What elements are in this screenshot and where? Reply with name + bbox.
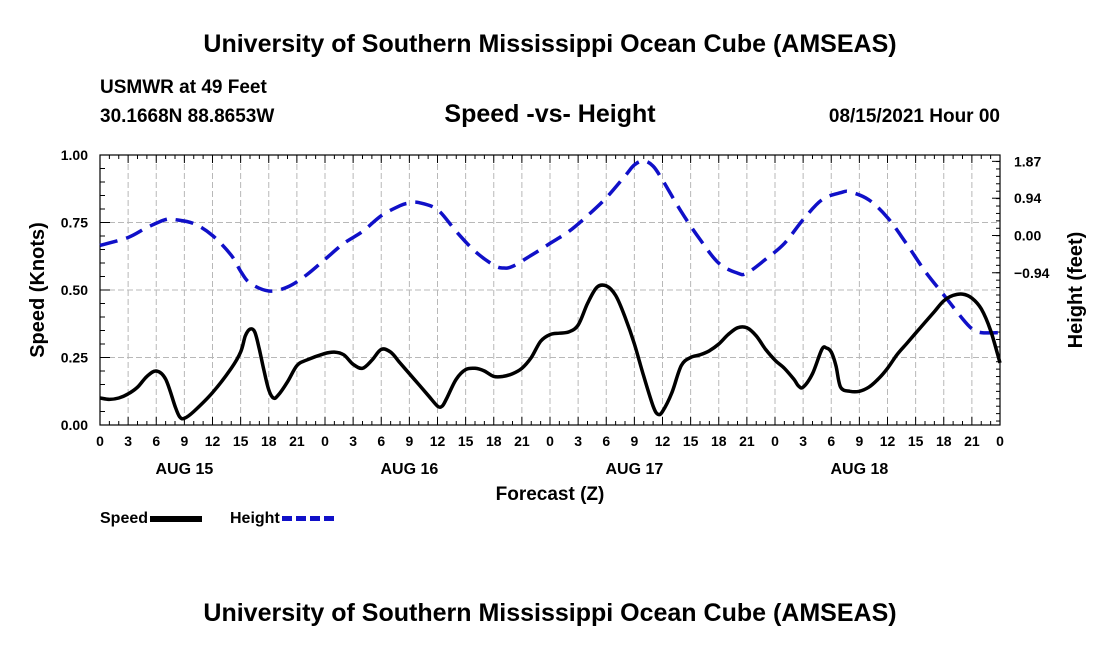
x-tick-label: 0 xyxy=(96,433,104,449)
x-tick-label: 0 xyxy=(321,433,329,449)
x-tick-label: 6 xyxy=(152,433,160,449)
x-tick-label: 21 xyxy=(514,433,530,449)
x-tick-label: 18 xyxy=(711,433,727,449)
y2-tick-label: 0.94 xyxy=(1014,190,1041,206)
x-tick-label: 15 xyxy=(458,433,474,449)
x-tick-label: 3 xyxy=(349,433,357,449)
x-tick-label: 6 xyxy=(827,433,835,449)
x-tick-label: 3 xyxy=(124,433,132,449)
page-title: University of Southern Mississippi Ocean… xyxy=(203,30,897,58)
y2-axis-label: Height (feet) xyxy=(1065,232,1087,349)
y2-tick-label: 0.00 xyxy=(1014,227,1041,243)
day-label: AUG 16 xyxy=(380,461,438,478)
y-axis-label: Speed (Knots) xyxy=(27,222,49,358)
x-tick-label: 9 xyxy=(405,433,413,449)
x-tick-label: 3 xyxy=(799,433,807,449)
y2-tick-label: −0.94 xyxy=(1014,265,1050,281)
x-tick-label: 6 xyxy=(602,433,610,449)
x-tick-label: 21 xyxy=(964,433,980,449)
x-tick-label: 0 xyxy=(771,433,779,449)
x-tick-label: 6 xyxy=(377,433,385,449)
x-tick-label: 0 xyxy=(996,433,1004,449)
y-tick-label: 0.75 xyxy=(61,215,88,231)
speed-series-line xyxy=(99,283,1002,421)
x-tick-label: 18 xyxy=(486,433,502,449)
x-tick-label: 15 xyxy=(683,433,699,449)
x-tick-label: 3 xyxy=(574,433,582,449)
y-tick-label: 0.00 xyxy=(61,417,88,433)
y-tick-label: 1.00 xyxy=(61,147,88,163)
x-tick-label: 9 xyxy=(855,433,863,449)
x-tick-label: 12 xyxy=(880,433,896,449)
y-tick-label: 0.25 xyxy=(61,350,88,366)
legend-height: Height xyxy=(230,510,334,528)
legend-speed-label: Speed xyxy=(100,510,149,527)
x-tick-label: 21 xyxy=(289,433,305,449)
series-lines xyxy=(99,159,1002,421)
day-label: AUG 17 xyxy=(605,461,663,478)
x-tick-label: 0 xyxy=(546,433,554,449)
chart-grid xyxy=(100,155,1000,425)
legend-speed: Speed xyxy=(100,510,203,528)
x-tick-label: 12 xyxy=(205,433,221,449)
axis-ticks: 0 3 6 9 12 15 18 21 0 3 6 9 12 15 18 21 0 3 6 9 12 15 18 21 0 3 6 9… xyxy=(61,147,1050,478)
legend-height-swatch xyxy=(281,516,334,522)
x-tick-label: 12 xyxy=(430,433,446,449)
x-tick-label: 18 xyxy=(261,433,277,449)
x-tick-label: 15 xyxy=(908,433,924,449)
x-tick-label: 9 xyxy=(630,433,638,449)
x-tick-label: 9 xyxy=(180,433,188,449)
x-tick-label: 18 xyxy=(936,433,952,449)
legend-height-label: Height xyxy=(230,510,280,527)
y2-tick-label: 1.87 xyxy=(1014,153,1041,169)
day-label: AUG 15 xyxy=(155,461,213,478)
footer-title: University of Southern Mississippi Ocean… xyxy=(203,599,897,627)
chart-title: Speed -vs- Height xyxy=(444,100,656,128)
station-coordinates: 30.1668N 88.8653W xyxy=(100,106,275,127)
station-name: USMWR at 49 Feet xyxy=(100,77,267,98)
day-label: AUG 18 xyxy=(830,461,888,478)
x-tick-label: 15 xyxy=(233,433,249,449)
y-tick-label: 0.50 xyxy=(61,282,88,298)
x-tick-label: 12 xyxy=(655,433,671,449)
x-tick-label: 21 xyxy=(739,433,755,449)
forecast-date: 08/15/2021 Hour 00 xyxy=(828,106,1000,127)
x-axis-label: Forecast (Z) xyxy=(496,484,605,505)
height-series-line xyxy=(99,159,1001,335)
legend-speed-swatch xyxy=(150,515,203,522)
